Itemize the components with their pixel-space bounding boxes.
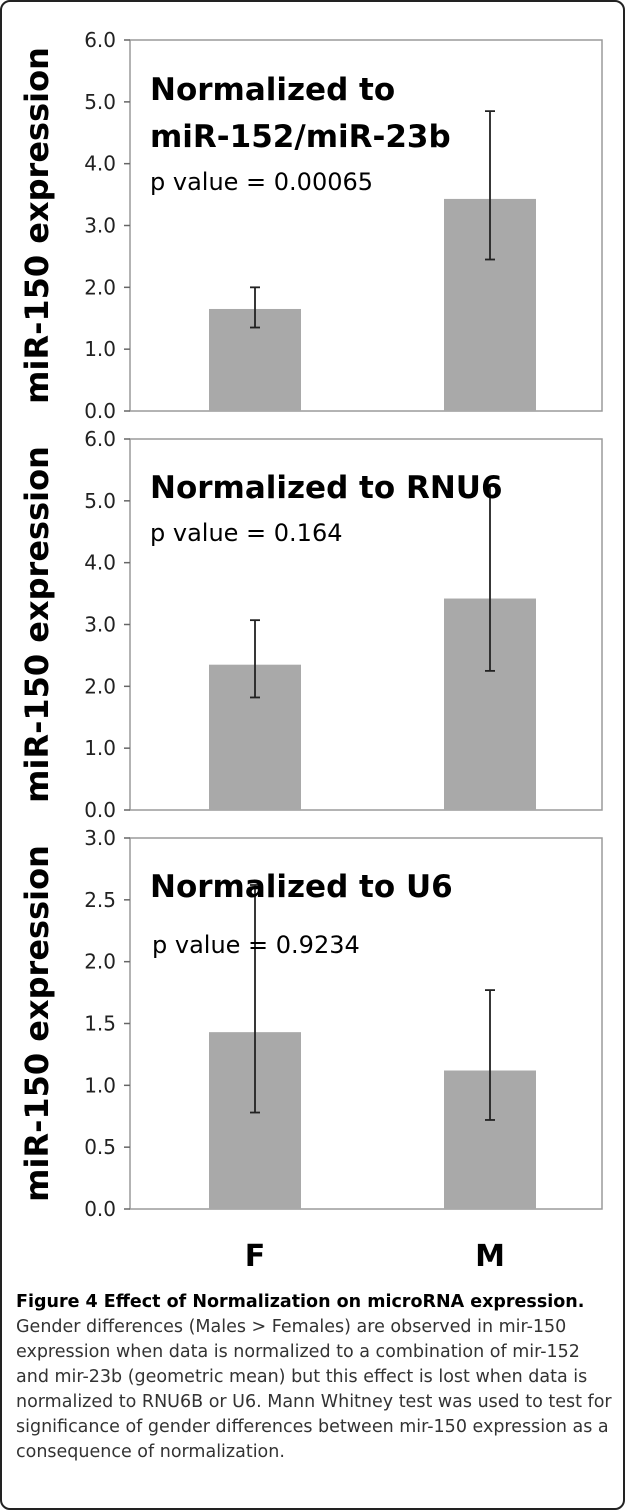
- y-tick-label: 4.0: [84, 152, 116, 176]
- p-value-annotation: p value = 0.00065: [150, 168, 373, 196]
- chart-3: 0.0 0.5 1.0 1.5 2.0 2.5 3.0 miR-150 expression N…: [18, 826, 603, 1221]
- y-tick-label: 0.0: [84, 798, 116, 822]
- caption-title: Figure 4 Effect of Normalization on micr…: [16, 1292, 585, 1312]
- y-tick-label: 1.5: [84, 1012, 116, 1036]
- y-tick-label: 2.0: [84, 275, 116, 299]
- chart-title-line: Normalized to: [150, 72, 395, 108]
- caption-body: Gender differences (Males > Females) are…: [16, 1317, 612, 1462]
- y-tick-label: 1.0: [84, 337, 116, 361]
- chart-1: 0.0 1.0 2.0 3.0 4.0 5.0 6.0 miR-150 expression N…: [18, 28, 603, 423]
- y-tick-label: 5.0: [84, 489, 116, 513]
- y-tick-label: 2.0: [84, 950, 116, 974]
- charts-svg: 0.0 1.0 2.0 3.0 4.0 5.0 6.0 miR-150 expression N…: [18, 28, 603, 1274]
- y-tick-label: 0.0: [84, 1197, 116, 1221]
- figure-caption: Figure 4 Effect of Normalization on micr…: [16, 1290, 612, 1465]
- y-axis-label: miR-150 expression: [18, 47, 56, 404]
- y-tick-label: 0.0: [84, 399, 116, 423]
- x-category-label-f: F: [245, 1239, 266, 1274]
- y-tick-label: 3.0: [84, 214, 116, 238]
- y-tick-label: 2.0: [84, 674, 116, 698]
- x-category-label-m: M: [475, 1239, 505, 1274]
- y-axis-label: miR-150 expression: [18, 845, 56, 1202]
- y-tick-label: 5.0: [84, 90, 116, 114]
- y-tick-label: 3.0: [84, 826, 116, 850]
- p-value-annotation: p value = 0.164: [150, 519, 343, 547]
- chart-title-line: Normalized to RNU6: [150, 470, 503, 506]
- y-tick-label: 6.0: [84, 28, 116, 52]
- y-tick-label: 1.0: [84, 1073, 116, 1097]
- y-tick-label: 6.0: [84, 427, 116, 451]
- y-axis-label: miR-150 expression: [18, 446, 56, 803]
- chart-title-line: Normalized to U6: [150, 869, 453, 905]
- p-value-annotation: p value = 0.9234: [152, 931, 360, 959]
- y-tick-label: 4.0: [84, 551, 116, 575]
- y-tick-label: 2.5: [84, 888, 116, 912]
- chart-title-line: miR-152/miR-23b: [150, 119, 451, 155]
- y-tick-label: 3.0: [84, 613, 116, 637]
- y-tick-label: 1.0: [84, 736, 116, 760]
- chart-2: 0.0 1.0 2.0 3.0 4.0 5.0 6.0 miR-150 expression N…: [18, 427, 603, 822]
- y-tick-label: 0.5: [84, 1135, 116, 1159]
